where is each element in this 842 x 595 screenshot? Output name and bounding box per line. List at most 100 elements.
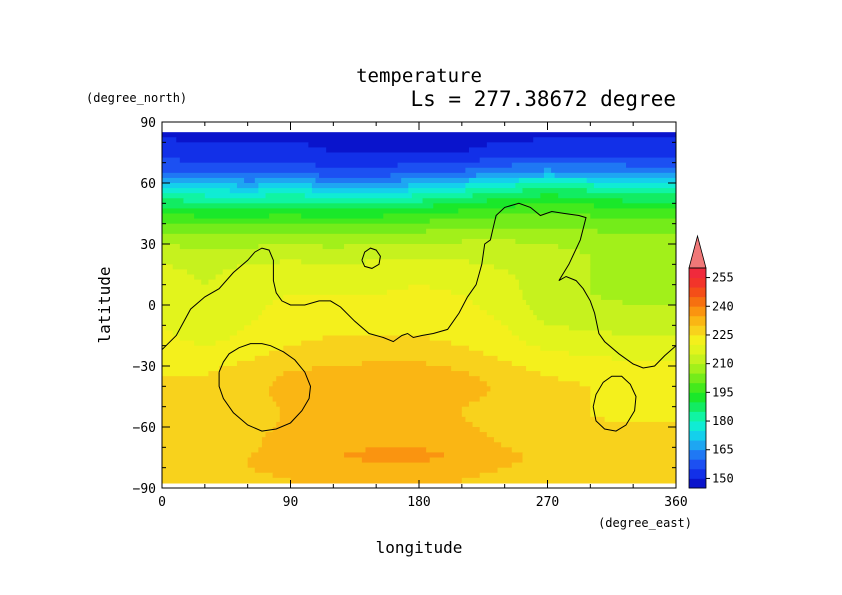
- x-tick-label: 270: [536, 495, 559, 510]
- colorbar-swatch: [689, 468, 706, 479]
- field-cell: [590, 274, 676, 281]
- field-cell: [479, 376, 559, 382]
- field-cell: [383, 213, 499, 220]
- field-cell: [497, 213, 591, 220]
- field-cell: [465, 188, 524, 194]
- field-cell: [461, 477, 676, 484]
- field-cell: [172, 330, 238, 337]
- field-cell: [229, 335, 324, 342]
- field-cell: [540, 345, 676, 352]
- field-cell: [162, 274, 195, 281]
- colorbar-swatch: [689, 287, 706, 298]
- field-cell: [486, 381, 581, 387]
- field-cell: [468, 371, 541, 377]
- field-cell: [511, 462, 676, 469]
- field-cell: [622, 198, 676, 204]
- field-cell: [486, 391, 591, 398]
- field-cell: [162, 162, 317, 169]
- field-cell: [465, 294, 524, 301]
- field-cell: [162, 299, 274, 306]
- field-cell: [162, 381, 274, 387]
- colorbar-swatch: [689, 373, 706, 384]
- field-cell: [518, 335, 676, 342]
- field-cell: [515, 274, 591, 281]
- field-cell: [465, 183, 516, 189]
- field-cell: [518, 279, 591, 286]
- field-cell: [162, 167, 466, 174]
- field-cell: [162, 462, 249, 469]
- field-cell: [162, 137, 177, 143]
- field-cell: [533, 137, 676, 143]
- field-cell: [479, 157, 676, 164]
- colorbar-swatch: [689, 421, 706, 432]
- field-cell: [390, 172, 477, 179]
- x-tick-label: 180: [407, 495, 430, 510]
- field-cell: [590, 289, 676, 296]
- field-cell: [176, 137, 534, 143]
- field-cell: [601, 294, 676, 301]
- y-tick-label: 90: [140, 116, 156, 131]
- field-cell: [568, 350, 676, 357]
- field-cell: [162, 249, 581, 255]
- field-cell: [590, 269, 676, 276]
- field-cell: [515, 238, 676, 245]
- field-cell: [269, 350, 484, 357]
- y-tick-label: 30: [140, 238, 156, 253]
- field-cell: [568, 325, 676, 332]
- field-cell: [272, 472, 481, 479]
- field-cell: [276, 376, 481, 382]
- field-cell: [365, 447, 427, 454]
- colorbar-over-triangle: [688, 234, 707, 269]
- field-cell: [486, 432, 676, 438]
- field-cell: [526, 299, 624, 306]
- field-cell: [497, 355, 613, 362]
- colorbar-swatch: [689, 306, 706, 317]
- field-cell: [279, 416, 466, 423]
- field-cell: [162, 467, 256, 474]
- field-cell: [265, 193, 306, 199]
- field-cell: [426, 447, 513, 454]
- colorbar-frame: [688, 267, 707, 489]
- field-cell: [162, 142, 309, 149]
- field-cell: [522, 294, 602, 301]
- field-cell: [511, 330, 613, 337]
- colorbar-swatch: [689, 344, 706, 355]
- field-cell: [183, 198, 424, 204]
- field-cell: [533, 310, 676, 316]
- field-cell: [162, 391, 270, 398]
- field-cell: [472, 421, 676, 428]
- field-cell: [490, 386, 591, 393]
- field-cell: [326, 147, 470, 154]
- colorbar-swatch: [689, 325, 706, 336]
- field-cell: [590, 391, 676, 398]
- colorbar-swatch: [689, 296, 706, 307]
- field-cell: [558, 193, 676, 199]
- field-cell: [429, 457, 524, 464]
- colorbar-label: 180: [712, 414, 734, 428]
- field-cell: [422, 198, 488, 204]
- field-cell: [261, 437, 495, 443]
- field-cell: [162, 472, 274, 479]
- field-cell: [162, 244, 181, 250]
- field-cell: [162, 442, 263, 448]
- field-cell: [194, 340, 217, 347]
- field-cell: [162, 152, 676, 159]
- field-cell: [208, 279, 520, 286]
- field-cell: [611, 330, 676, 337]
- field-cell: [162, 335, 181, 342]
- field-cell: [526, 366, 676, 372]
- field-cell: [162, 157, 181, 164]
- field-cell: [540, 371, 676, 377]
- field-cell: [162, 223, 676, 230]
- field-cell: [162, 188, 231, 194]
- field-cell: [162, 345, 284, 352]
- field-cell: [301, 340, 452, 347]
- field-cell: [479, 427, 676, 433]
- field-cell: [162, 172, 320, 179]
- topography-contours: [162, 202, 676, 432]
- field-cell: [279, 411, 463, 418]
- field-cell: [162, 294, 284, 301]
- field-cell: [479, 472, 676, 479]
- field-cell: [162, 310, 263, 316]
- field-cell: [283, 294, 466, 301]
